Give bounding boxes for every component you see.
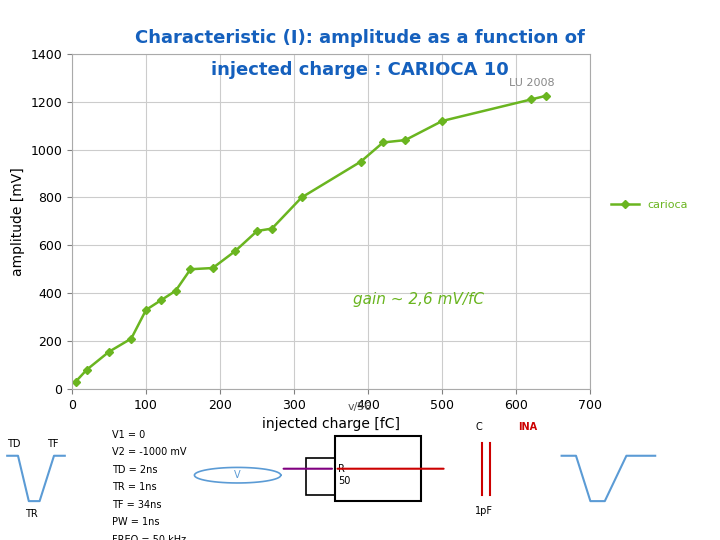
Text: TR: TR [25, 509, 38, 519]
carioca [268, 225, 276, 232]
carioca [104, 348, 113, 355]
Y-axis label: amplitude [mV]: amplitude [mV] [11, 167, 25, 276]
carioca [171, 287, 180, 294]
Text: PW = 1ns: PW = 1ns [112, 517, 159, 528]
carioca [186, 266, 195, 273]
Text: FREQ = 50 kHz: FREQ = 50 kHz [112, 535, 186, 540]
Text: 1pF: 1pF [475, 506, 493, 516]
carioca [230, 248, 239, 254]
Text: C: C [475, 422, 482, 432]
carioca [127, 335, 135, 342]
Text: v/56: v/56 [348, 402, 372, 413]
Text: V2 = -1000 mV: V2 = -1000 mV [112, 447, 186, 457]
Text: TD = 2ns: TD = 2ns [112, 465, 157, 475]
X-axis label: injected charge [fC]: injected charge [fC] [262, 417, 400, 431]
carioca [527, 96, 536, 103]
Text: Characteristic (I): amplitude as a function of: Characteristic (I): amplitude as a funct… [135, 29, 585, 47]
Text: TF: TF [47, 438, 58, 449]
carioca [297, 194, 306, 201]
Text: TF = 34ns: TF = 34ns [112, 500, 161, 510]
carioca [83, 367, 91, 373]
Line: carioca: carioca [73, 93, 549, 385]
carioca [142, 307, 150, 313]
Text: R
50: R 50 [338, 464, 351, 486]
carioca [71, 379, 80, 385]
carioca [379, 139, 387, 146]
Legend: carioca: carioca [606, 195, 693, 214]
Text: TD: TD [7, 438, 21, 449]
carioca [156, 297, 165, 303]
Bar [306, 458, 335, 495]
Text: V1 = 0: V1 = 0 [112, 430, 145, 440]
carioca [401, 137, 410, 143]
Text: LU 2008: LU 2008 [509, 78, 554, 88]
Text: V: V [234, 470, 241, 480]
carioca [208, 265, 217, 271]
carioca [253, 228, 261, 234]
Text: INA: INA [518, 422, 538, 432]
Text: injected charge : CARIOCA 10: injected charge : CARIOCA 10 [211, 61, 509, 79]
carioca [356, 158, 365, 165]
Text: TR = 1ns: TR = 1ns [112, 482, 156, 492]
carioca [541, 93, 550, 99]
Text: gain ~ 2,6 mV/fC: gain ~ 2,6 mV/fC [354, 292, 485, 307]
carioca [438, 118, 446, 124]
